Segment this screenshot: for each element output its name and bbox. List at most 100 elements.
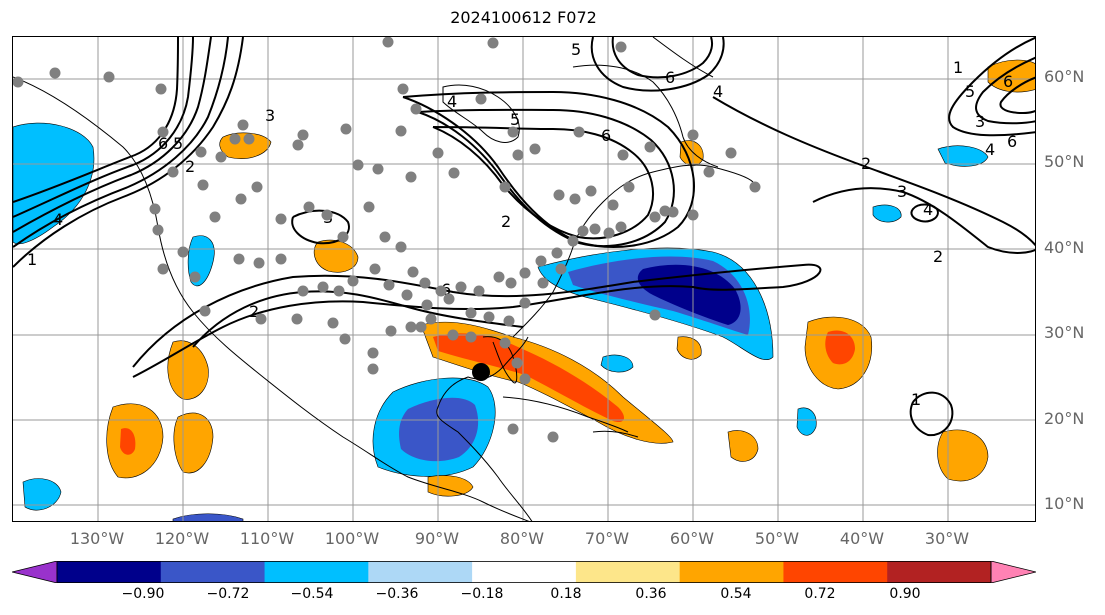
- station-dot: [243, 133, 255, 145]
- contour-label: 6: [665, 68, 675, 87]
- station-dot: [363, 201, 375, 213]
- station-dot: [503, 315, 515, 327]
- contour-label: 2: [249, 302, 259, 321]
- station-dot: [157, 263, 169, 275]
- positive-anomaly-baja: [167, 340, 209, 400]
- station-dot: [551, 247, 563, 259]
- station-dot: [473, 285, 485, 297]
- station-dot: [623, 181, 635, 193]
- coast-east: [512, 164, 754, 338]
- moderate-negative-yucatan: [399, 397, 479, 462]
- station-dot: [493, 271, 505, 283]
- lat-label: 40°N: [1044, 238, 1085, 257]
- lon-label: 40°W: [839, 529, 885, 548]
- station-dot: [369, 263, 381, 275]
- colorbar-cell: [783, 561, 888, 583]
- station-dot: [649, 309, 661, 321]
- station-dot: [475, 93, 487, 105]
- contour-label: 4: [713, 82, 723, 101]
- station-dot: [337, 231, 349, 243]
- station-dot: [573, 126, 585, 138]
- station-dot: [49, 67, 61, 79]
- colorbar-tick-label: 0.18: [550, 586, 582, 602]
- station-dot: [703, 166, 715, 178]
- station-dot: [251, 181, 263, 193]
- station-dot: [379, 231, 391, 243]
- lat-label: 10°N: [1044, 494, 1085, 513]
- station-dot: [383, 279, 395, 291]
- strong-positive-pacific-sw: [120, 428, 136, 455]
- station-dot: [167, 166, 179, 178]
- colorbar-tick-label: −0.36: [375, 586, 419, 602]
- station-dot: [448, 167, 460, 179]
- colorbar-cell: [368, 561, 473, 583]
- station-dot: [512, 149, 524, 161]
- lat-label: 50°N: [1044, 152, 1085, 171]
- contour-label: 5: [965, 82, 975, 101]
- station-dot: [519, 373, 531, 385]
- lon-label: 100°W: [324, 529, 380, 548]
- station-dot: [385, 325, 397, 337]
- station-dot: [152, 224, 164, 236]
- colorbar-tick-label: −0.90: [121, 586, 165, 602]
- station-dot: [339, 333, 351, 345]
- colorbar-extend-high: [990, 561, 1036, 583]
- station-dot: [405, 321, 417, 333]
- station-dot: [235, 193, 247, 205]
- contour-label: 4: [53, 210, 63, 229]
- contour-east-loop-1: [402, 90, 695, 248]
- lon-label: 50°W: [754, 529, 800, 548]
- colorbar-cell: [679, 561, 784, 583]
- station-dot: [321, 209, 333, 221]
- station-dot: [275, 253, 287, 265]
- lat-label: 60°N: [1044, 67, 1085, 86]
- station-dot: [395, 241, 407, 253]
- station-dot: [415, 321, 427, 333]
- station-dot: [435, 285, 447, 297]
- lon-label: 80°W: [499, 529, 545, 548]
- contour-east-tropics: [909, 391, 954, 437]
- station-dot: [569, 193, 581, 205]
- station-dot: [189, 271, 201, 283]
- colorbar-cells: [12, 561, 1036, 583]
- contour-ne-3: [999, 76, 1035, 115]
- coast-hudson: [442, 84, 520, 143]
- station-dot: [567, 235, 579, 247]
- contour-label: 5: [173, 134, 183, 153]
- shaded-field: [13, 59, 1035, 521]
- contour-west-4: [13, 37, 194, 218]
- contour-east-loop-2: [417, 108, 675, 247]
- station-dot: [410, 103, 422, 115]
- station-dot: [615, 221, 627, 233]
- contour-label: 2: [501, 212, 511, 231]
- contour-label: 1: [953, 58, 963, 77]
- station-dot: [644, 141, 656, 153]
- contour-label: 6: [158, 134, 168, 153]
- station-dot: [749, 181, 761, 193]
- station-dot: [395, 125, 407, 137]
- lon-label: 60°W: [669, 529, 715, 548]
- plot-title: 2024100612 F072: [450, 8, 597, 27]
- contour-north-loop-1: [590, 37, 725, 92]
- station-dot: [372, 163, 384, 175]
- station-dot: [505, 277, 517, 289]
- station-dot: [291, 313, 303, 325]
- colorbar-extend-low: [12, 561, 58, 583]
- station-dot: [465, 331, 477, 343]
- station-dot: [317, 281, 329, 293]
- station-dot: [547, 431, 559, 443]
- station-dot: [275, 213, 287, 225]
- contour-atlantic-2: [812, 187, 1035, 254]
- lat-label: 20°N: [1044, 409, 1085, 428]
- colorbar-tick-label: 0.72: [804, 586, 836, 602]
- station-dot: [333, 285, 345, 297]
- station-dot: [589, 223, 601, 235]
- station-dot: [149, 203, 161, 215]
- contour-west-1: [13, 37, 244, 268]
- positive-anomaly-newfoundland: [679, 140, 704, 166]
- contour-label: 3: [897, 182, 907, 201]
- contour-west-3: [13, 37, 212, 233]
- station-dot: [455, 281, 467, 293]
- strong-positive-east-atlantic: [825, 330, 855, 365]
- colorbar-tick-label: −0.54: [290, 586, 334, 602]
